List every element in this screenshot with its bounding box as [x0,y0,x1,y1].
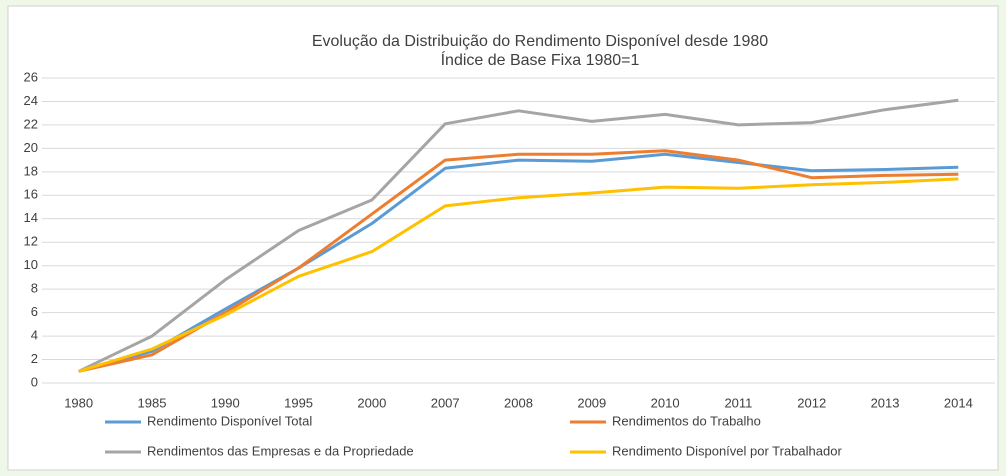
chart-frame [7,5,999,471]
x-tick-label: 2011 [724,395,752,410]
chart-title: Evolução da Distribuição do Rendimento D… [312,33,768,50]
x-tick-label: 2010 [651,395,680,410]
legend-label: Rendimentos do Trabalho [612,413,761,428]
y-tick-label: 16 [24,187,38,202]
x-tick-label: 2013 [871,395,900,410]
x-tick-label: 2000 [357,395,386,410]
x-tick-label: 1980 [64,395,93,410]
x-tick-label: 2009 [577,395,606,410]
series-line [78,149,959,373]
y-tick-label: 10 [24,257,38,272]
x-tick-label: 2007 [431,395,460,410]
x-tick-label: 1995 [284,395,313,410]
y-tick-label: 8 [31,281,38,296]
y-tick-label: 20 [24,140,38,155]
series-line [78,152,959,373]
y-tick-label: 0 [31,374,38,389]
y-tick-label: 4 [31,328,38,343]
y-tick-label: 26 [24,69,38,84]
legend-label: Rendimentos das Empresas e da Propriedad… [147,443,414,458]
y-tick-label: 6 [31,304,38,319]
y-tick-label: 22 [24,116,38,131]
legend-label: Rendimento Disponível por Trabalhador [612,443,842,458]
x-tick-label: 2012 [797,395,826,410]
y-tick-label: 24 [24,93,38,108]
x-tick-label: 2008 [504,395,533,410]
y-tick-label: 12 [24,234,38,249]
chart-subtitle: Índice de Base Fixa 1980=1 [441,50,640,69]
series-line [78,177,959,373]
series-line [78,98,959,373]
y-tick-label: 2 [31,351,38,366]
x-tick-label: 2014 [944,395,973,410]
y-tick-label: 14 [24,210,38,225]
legend-label: Rendimento Disponível Total [147,413,312,428]
x-tick-label: 1985 [138,395,167,410]
x-tick-label: 1990 [211,395,240,410]
y-tick-label: 18 [24,163,38,178]
